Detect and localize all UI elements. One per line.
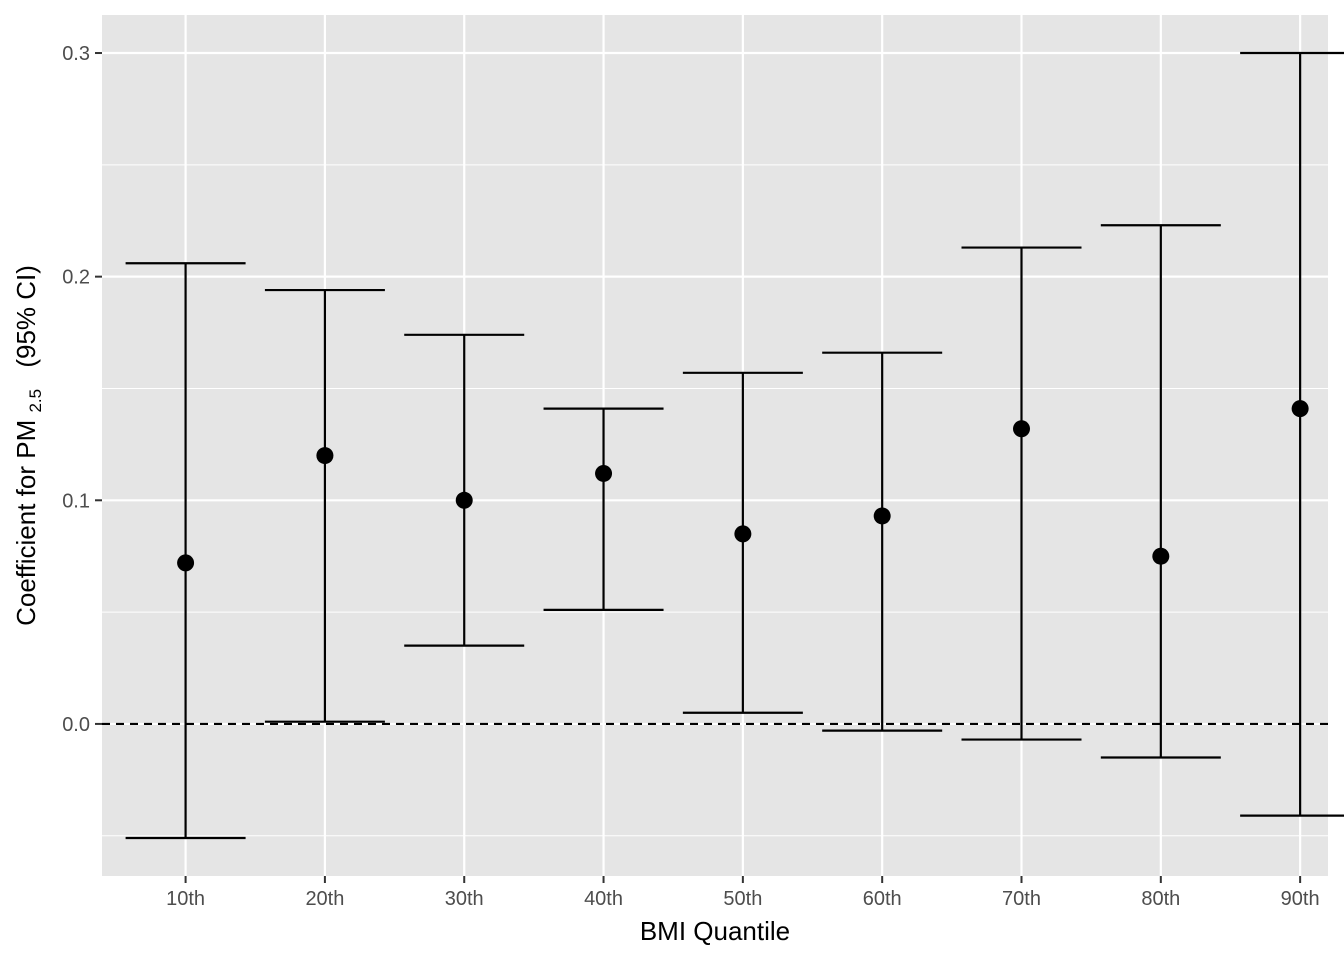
point-estimate-20th <box>316 447 334 465</box>
y-tick-label: 0.2 <box>62 267 90 289</box>
point-estimate-70th <box>1013 420 1030 438</box>
y-tick-label: 0.0 <box>62 714 90 736</box>
x-tick-label: 50th <box>723 888 762 910</box>
error-bar-80th <box>1100 224 1221 759</box>
plot-panel <box>102 15 1328 876</box>
y-axis-title: Coefficient for PM 2.5 (95% CI) <box>11 265 47 626</box>
error-bar-70th <box>961 246 1082 741</box>
y-axis-title-suffix: (95% CI) <box>11 265 41 368</box>
y-tick-label: 0.3 <box>62 43 90 65</box>
y-axis-title-subscript: 2.5 <box>26 389 45 413</box>
point-estimate-80th <box>1152 547 1170 565</box>
points <box>177 400 1309 572</box>
error-bar-60th <box>822 351 943 732</box>
error-bar-10th <box>125 262 246 840</box>
x-tick-label: 60th <box>863 888 902 910</box>
point-estimate-90th <box>1291 400 1309 418</box>
point-estimate-50th <box>734 525 752 543</box>
x-tick-label: 40th <box>584 888 623 910</box>
x-axis-title: BMI Quantile <box>640 916 790 946</box>
x-tick-label: 90th <box>1281 888 1320 910</box>
point-estimate-40th <box>595 464 613 482</box>
x-tick-label: 10th <box>166 888 205 910</box>
point-estimate-60th <box>873 507 891 525</box>
error-bar-90th <box>1240 51 1344 817</box>
y-axis: 0.0 0.1 0.2 0.3 <box>62 43 102 736</box>
x-tick-label: 20th <box>305 888 344 910</box>
x-tick-label: 70th <box>1002 888 1041 910</box>
error-bar-40th <box>543 407 664 611</box>
point-estimate-30th <box>455 491 473 509</box>
y-tick-label: 0.1 <box>62 490 90 512</box>
x-tick-label: 30th <box>445 888 484 910</box>
x-tick-label: 80th <box>1141 888 1180 910</box>
error-bars <box>125 51 1344 840</box>
y-axis-title-prefix: Coefficient for PM <box>11 420 41 626</box>
point-estimate-10th <box>177 554 195 572</box>
error-bar-50th <box>682 371 803 714</box>
x-axis: 10th 20th 30th 40th 50th 60th 70th 80th 90th <box>166 876 1320 910</box>
error-bar-30th <box>404 333 525 647</box>
error-bar-20th <box>264 288 385 723</box>
